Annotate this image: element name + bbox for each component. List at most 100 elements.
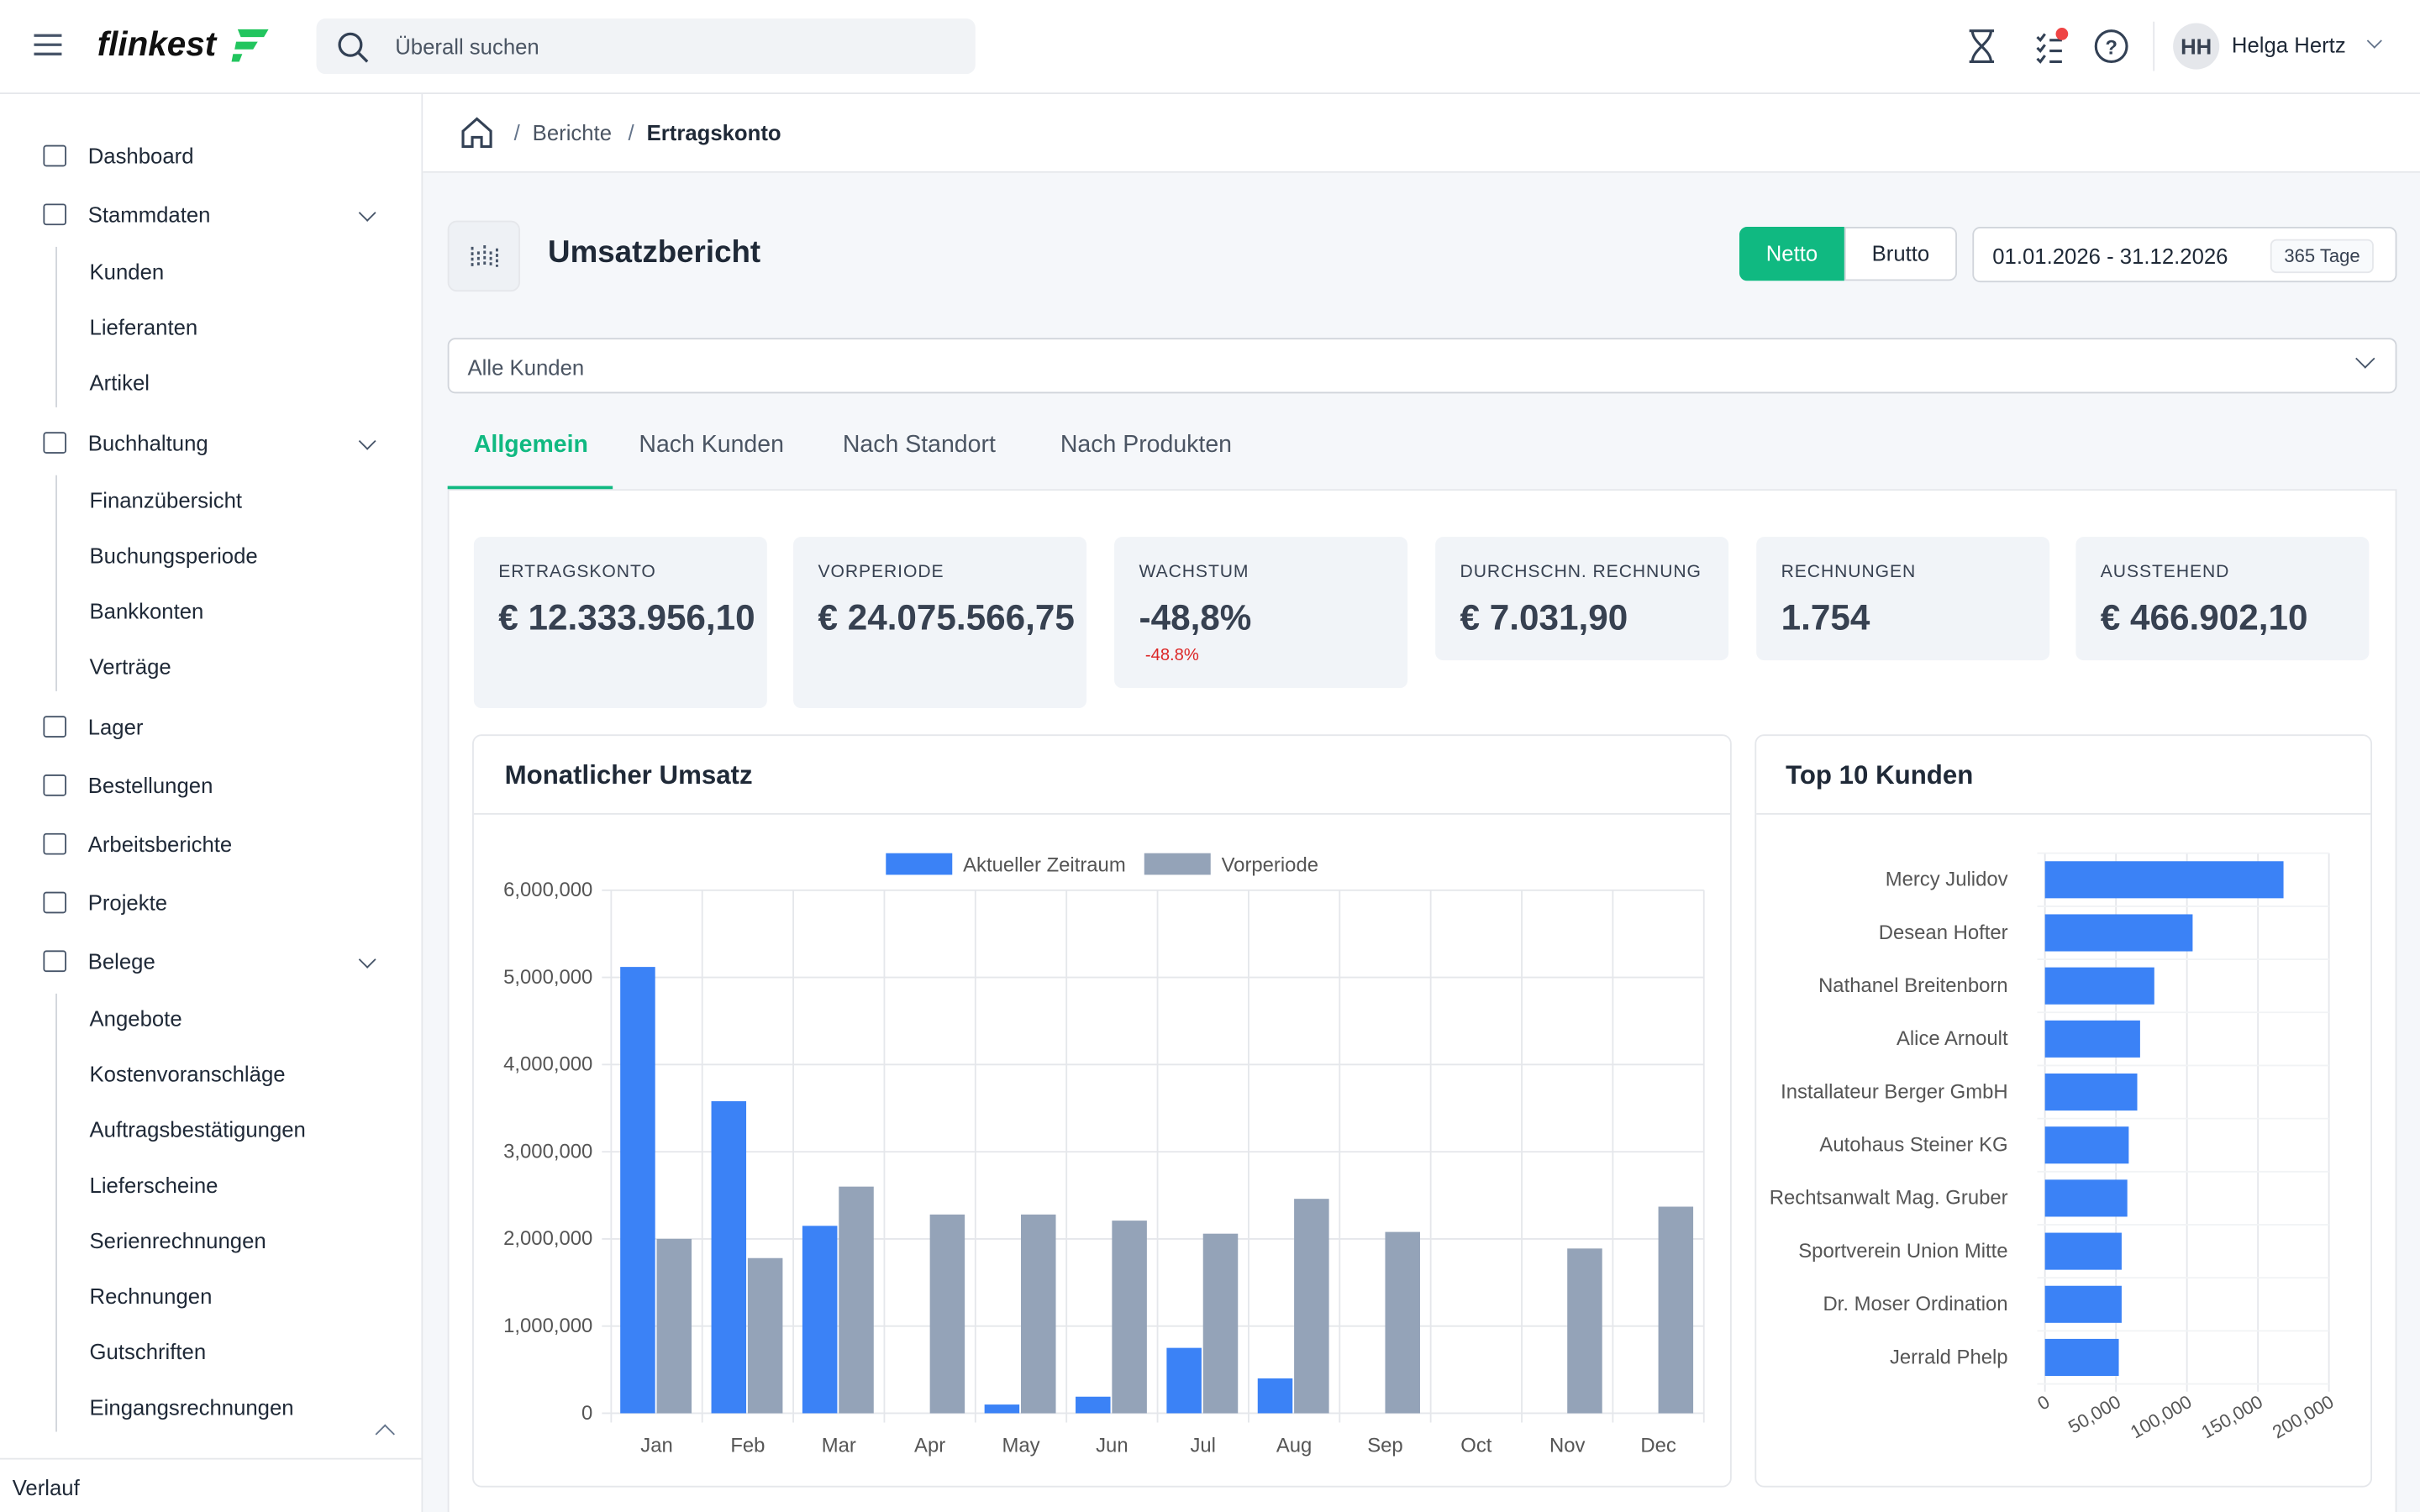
bar <box>929 1214 965 1414</box>
kpi-value: 1.754 <box>1781 596 1870 638</box>
y-tick-label: Nathanel Breitenborn <box>1818 974 2008 997</box>
y-tick-label: Installateur Berger GmbH <box>1781 1080 2008 1103</box>
tab[interactable]: Nach Kunden <box>639 432 784 459</box>
date-range[interactable]: 01.01.2026 - 31.12.2026 365 Tage <box>1972 227 2397 283</box>
header-icons[interactable]: ? <box>1966 28 2136 65</box>
nav-subitem[interactable]: Finanzübersicht <box>89 487 243 512</box>
chart-card: Top 10 Kunden 0 50,000 100,000 150,000 200,0… <box>1754 734 2373 1488</box>
y-tick-label: Alice Arnoult <box>1897 1027 2008 1050</box>
bar <box>1202 1233 1239 1414</box>
nav-subitem[interactable]: Lieferanten <box>89 314 198 340</box>
tab[interactable]: Nach Standort <box>842 432 996 459</box>
customer-filter[interactable]: Alle Kunden <box>447 338 2397 394</box>
nav-subitem[interactable]: Kunden <box>89 259 165 284</box>
toggle-netto[interactable]: Netto <box>1739 227 1844 281</box>
breadcrumb-current: Ertragskonto <box>646 120 781 145</box>
nav-subitem[interactable]: Buchungsperiode <box>89 543 258 568</box>
nav-subitem[interactable]: Gutschriften <box>89 1339 207 1364</box>
breadcrumb-link[interactable]: Berichte <box>532 120 613 145</box>
y-tick-label: Rechtsanwalt Mag. Gruber <box>1770 1187 2008 1210</box>
home-icon[interactable] <box>460 116 493 150</box>
kpi-label: WACHSTUM <box>1139 563 1249 582</box>
toggle-brutto[interactable]: Brutto <box>1844 227 1957 281</box>
footer-label: Verlauf <box>12 1474 80 1500</box>
y-tick-label: Sportverein Union Mitte <box>1798 1240 2007 1263</box>
search-box[interactable]: Überall suchen <box>316 18 976 75</box>
nav-icon <box>43 891 66 914</box>
x-tick-label: Nov <box>1549 1434 1585 1457</box>
nav-icon <box>43 432 66 454</box>
top-bar: flinkest Überall suchen ? HH Helga Hertz <box>0 0 2420 95</box>
bar <box>984 1404 1020 1414</box>
bar <box>1021 1214 1056 1414</box>
x-tick-label: Jul <box>1190 1434 1216 1457</box>
x-tick-label: 100,000 <box>2127 1391 2195 1442</box>
avatar[interactable]: HH <box>2173 23 2220 70</box>
kpi-card: ERTRAGSKONTO € 12.333.956,10 <box>473 537 767 709</box>
tab[interactable]: Nach Produkten <box>1060 432 1233 459</box>
x-tick-label: May <box>1002 1434 1039 1457</box>
bar <box>2044 967 2154 1005</box>
bar <box>839 1186 874 1414</box>
chart-title: Monatlicher Umsatz <box>504 760 753 790</box>
x-tick-label: Jan <box>640 1434 672 1457</box>
search-icon <box>338 32 369 63</box>
nav-item[interactable]: Buchhaltung <box>0 413 421 472</box>
nav-subitem[interactable]: Auftragsbestätigungen <box>89 1116 306 1142</box>
tab-underline <box>447 486 613 490</box>
y-tick-label: Desean Hofter <box>1879 921 2008 944</box>
nav-subitem[interactable]: Rechnungen <box>89 1284 213 1309</box>
user-name[interactable]: Helga Hertz <box>2231 32 2346 57</box>
kpi-card: RECHNUNGEN 1.754 <box>1756 537 2050 661</box>
y-tick-label: Jerrald Phelp <box>1890 1346 2008 1368</box>
nav-subitem[interactable]: Lieferscheine <box>89 1172 218 1198</box>
separator: / <box>628 120 634 145</box>
nav-subitem[interactable]: Bankkonten <box>89 598 204 624</box>
bar <box>1294 1199 1329 1414</box>
nav-item[interactable]: Projekte <box>0 874 421 932</box>
nav-subitem[interactable]: Kostenvoranschläge <box>89 1061 286 1087</box>
kpi-value: € 7.031,90 <box>1460 596 1628 638</box>
search-placeholder: Überall suchen <box>395 34 539 59</box>
chart-header <box>473 736 1730 815</box>
nav-subitem[interactable]: Artikel <box>89 370 150 396</box>
nav-label: Lager <box>87 714 144 739</box>
y-tick-label: 6,000,000 <box>503 879 592 901</box>
chart-title: Top 10 Kunden <box>1786 760 1974 790</box>
kpi-value: € 466.902,10 <box>2100 596 2308 638</box>
bar <box>1385 1231 1420 1414</box>
bar <box>1166 1347 1202 1414</box>
bar <box>620 967 655 1414</box>
top-customers-chart: 0 50,000 100,000 150,000 200,000 Mercy Julido… <box>1770 852 2337 1442</box>
y-tick-label: 1,000,000 <box>503 1315 592 1337</box>
nav-item[interactable]: Dashboard <box>0 127 421 186</box>
x-tick-label: Sep <box>1367 1434 1402 1457</box>
x-tick-label: Apr <box>914 1434 945 1457</box>
bar <box>2044 1338 2119 1376</box>
tree-line <box>55 246 57 407</box>
x-tick-label: 0 <box>2033 1391 2053 1415</box>
menu-icon[interactable] <box>34 33 62 57</box>
nav-subitem[interactable]: Angebote <box>89 1005 182 1031</box>
nav-item[interactable]: Belege <box>0 932 421 990</box>
bar <box>802 1226 838 1414</box>
kpi-card: VORPERIODE € 24.075.566,75 <box>793 537 1087 709</box>
nav-item[interactable]: Bestellungen <box>0 756 421 815</box>
nav-item[interactable]: Arbeitsberichte <box>0 815 421 874</box>
sidebar-footer[interactable]: Verlauf <box>0 1457 422 1512</box>
tab[interactable]: Allgemein <box>473 432 588 459</box>
nav-subitem[interactable]: Eingangsrechnungen <box>89 1394 294 1420</box>
y-tick-label: 3,000,000 <box>503 1140 592 1163</box>
logo[interactable]: flinkest <box>97 24 217 64</box>
nav-subitem[interactable]: Serienrechnungen <box>89 1228 266 1253</box>
nav-chevron <box>358 951 376 969</box>
nav-icon <box>43 716 66 738</box>
nav-subitem[interactable]: Verträge <box>89 654 171 680</box>
bar <box>1257 1378 1293 1414</box>
legend-swatch <box>1144 853 1211 875</box>
legend-swatch <box>886 853 953 875</box>
kpi-value: -48,8% <box>1139 596 1252 638</box>
nav-item[interactable]: Lager <box>0 697 421 756</box>
bar <box>2044 1020 2140 1058</box>
nav-item[interactable]: Stammdaten <box>0 185 421 244</box>
